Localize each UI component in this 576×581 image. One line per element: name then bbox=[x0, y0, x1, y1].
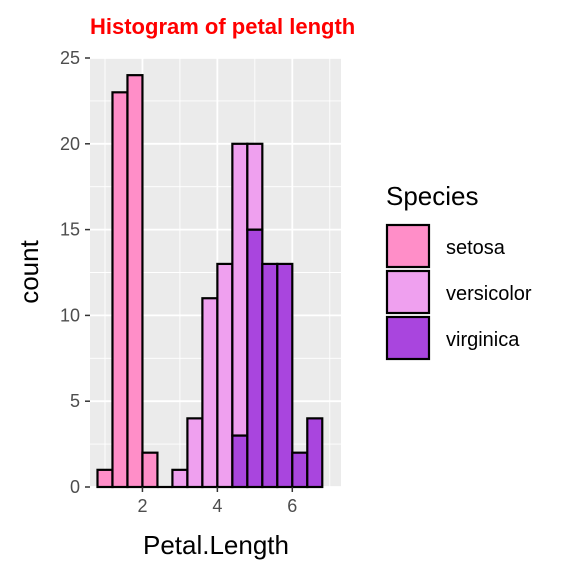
legend-label-versicolor: versicolor bbox=[446, 283, 532, 305]
x-axis-title: Petal.Length bbox=[143, 530, 289, 560]
x-tick-label: 4 bbox=[212, 496, 222, 516]
bar-virginica bbox=[231, 434, 249, 489]
bars bbox=[96, 74, 324, 489]
legend-label-virginica: virginica bbox=[446, 329, 520, 351]
legend-key-versicolor bbox=[385, 269, 431, 315]
bar-virginica bbox=[246, 228, 264, 489]
bar-versicolor bbox=[186, 417, 204, 489]
y-tick-label: 20 bbox=[60, 134, 80, 154]
chart-title: Histogram of petal length bbox=[90, 14, 355, 39]
bar-setosa bbox=[141, 451, 159, 489]
legend-key-setosa bbox=[385, 223, 431, 269]
y-tick-label: 15 bbox=[60, 220, 80, 240]
y-tick-label: 10 bbox=[60, 305, 80, 325]
legend-key-virginica bbox=[385, 315, 431, 361]
bar-setosa bbox=[126, 74, 144, 489]
y-axis-title: count bbox=[14, 239, 44, 303]
legend: setosa versicolor virginica bbox=[385, 223, 532, 361]
bar-versicolor bbox=[246, 142, 264, 231]
x-tick-label: 2 bbox=[137, 496, 147, 516]
bar-virginica bbox=[261, 262, 279, 489]
y-tick-label: 0 bbox=[70, 477, 80, 497]
y-tick-label: 25 bbox=[60, 48, 80, 68]
bar-versicolor bbox=[171, 468, 189, 489]
bar-versicolor bbox=[201, 297, 219, 489]
bar-virginica bbox=[291, 451, 309, 489]
legend-title: Species bbox=[386, 181, 479, 211]
y-tick-label: 5 bbox=[70, 391, 80, 411]
bar-virginica bbox=[276, 262, 294, 489]
bar-setosa bbox=[96, 468, 114, 489]
bar-setosa bbox=[111, 91, 129, 489]
axes: 0 5 10 15 20 25 2 4 6 bbox=[60, 48, 297, 516]
bar-virginica bbox=[306, 417, 324, 489]
bar-versicolor bbox=[216, 262, 234, 489]
x-tick-label: 6 bbox=[287, 496, 297, 516]
legend-label-setosa: setosa bbox=[446, 237, 506, 259]
bar-versicolor bbox=[231, 142, 249, 437]
